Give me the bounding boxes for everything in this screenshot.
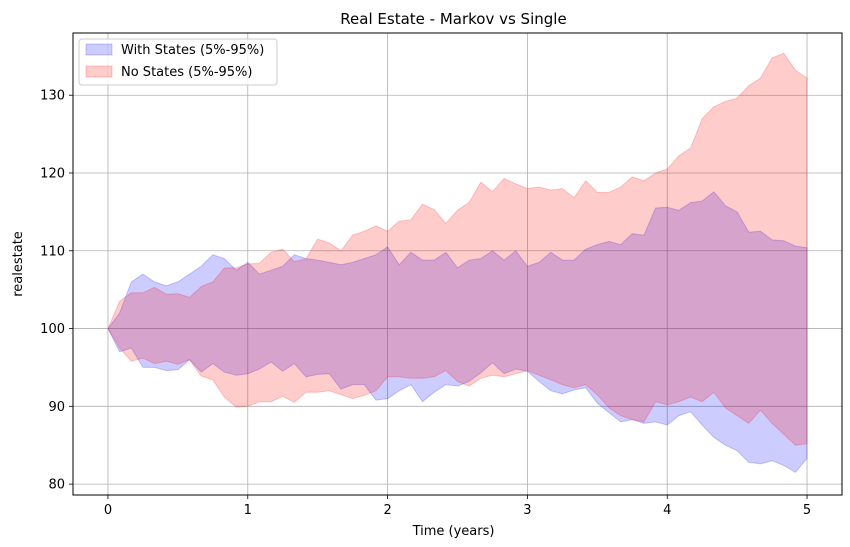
plot-frame xyxy=(72,32,843,496)
y-tick-label: 100 xyxy=(40,322,65,337)
bands xyxy=(107,52,808,474)
band-series-1 xyxy=(107,52,808,446)
y-tick-label: 120 xyxy=(40,167,65,182)
x-axis: 0 1 2 3 4 5 xyxy=(104,495,811,518)
y-tick-label: 90 xyxy=(48,400,65,415)
y-tick-label: 130 xyxy=(40,89,65,104)
band-series-0 xyxy=(107,191,808,474)
x-tick-label: 3 xyxy=(523,503,531,518)
x-tick-label: 1 xyxy=(244,503,252,518)
legend-label: With States (5%-95%) xyxy=(121,43,264,58)
legend: With States (5%-95%) No States (5%-95%) xyxy=(78,38,278,86)
x-tick-label: 4 xyxy=(663,503,671,518)
x-tick-label: 0 xyxy=(104,503,112,518)
y-axis: 80 90 100 110 120 130 xyxy=(40,89,73,493)
x-axis-title: Time (years) xyxy=(412,524,495,539)
legend-swatch xyxy=(85,43,113,56)
legend-swatch xyxy=(85,65,113,78)
chart-title: Real Estate - Markov vs Single xyxy=(340,10,566,28)
y-tick-label: 110 xyxy=(40,244,65,259)
legend-box xyxy=(78,38,278,86)
x-tick-label: 5 xyxy=(803,503,811,518)
grid xyxy=(73,33,842,495)
legend-label: No States (5%-95%) xyxy=(121,65,252,80)
y-axis-title: realestate xyxy=(11,231,26,297)
y-tick-label: 80 xyxy=(48,478,65,493)
x-tick-label: 2 xyxy=(383,503,391,518)
